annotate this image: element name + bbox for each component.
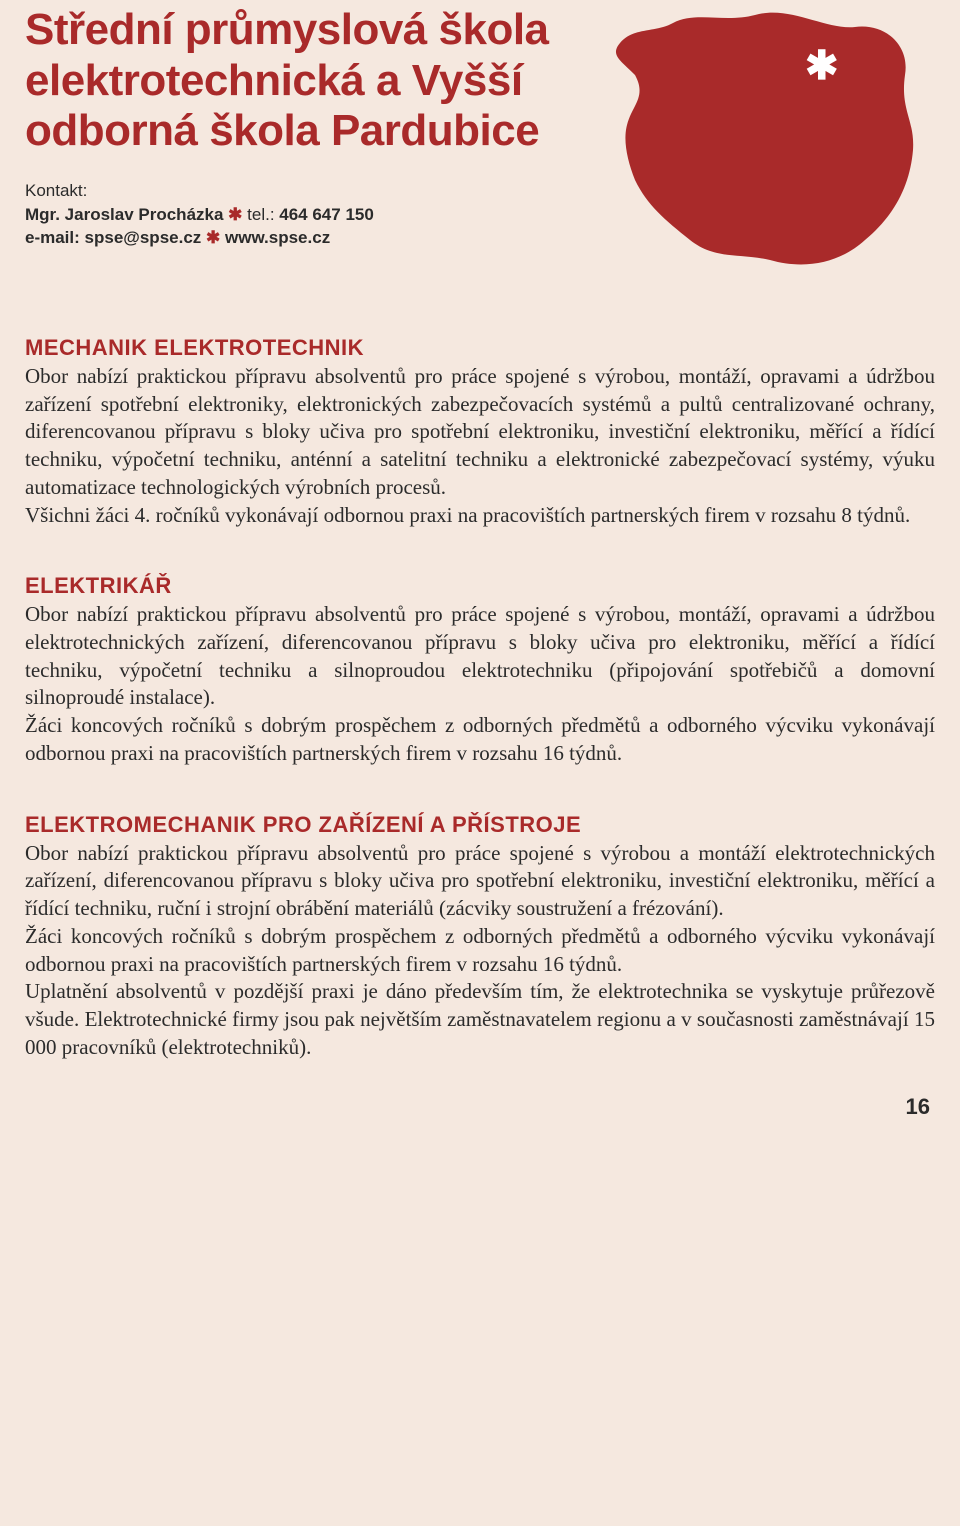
contact-email: spse@spse.cz — [85, 228, 202, 247]
section-elektrikar: ELEKTRIKÁŘ Obor nabízí praktickou přípra… — [25, 573, 935, 767]
contact-block: Kontakt: Mgr. Jaroslav Procházka ✱ tel.:… — [25, 179, 605, 250]
contact-name: Mgr. Jaroslav Procházka — [25, 205, 223, 224]
contact-tel: 464 647 150 — [279, 205, 374, 224]
page-title: Střední průmyslová škola elektrotechnick… — [25, 5, 605, 157]
contact-line-2: e-mail: spse@spse.cz ✱ www.spse.cz — [25, 226, 605, 250]
section-body: Obor nabízí praktickou přípravu absolven… — [25, 840, 935, 1062]
section-mechanik: MECHANIK ELEKTROTECHNIK Obor nabízí prak… — [25, 335, 935, 529]
region-map-graphic: ✱ — [605, 5, 935, 285]
page-number: 16 — [906, 1094, 930, 1120]
map-marker-star-icon: ✱ — [805, 43, 839, 89]
section-body: Obor nabízí praktickou přípravu absolven… — [25, 601, 935, 767]
contact-email-prefix: e-mail: — [25, 228, 85, 247]
region-silhouette — [616, 13, 913, 265]
section-heading: ELEKTRIKÁŘ — [25, 573, 935, 599]
contact-label: Kontakt: — [25, 179, 605, 203]
section-heading: MECHANIK ELEKTROTECHNIK — [25, 335, 935, 361]
section-body: Obor nabízí praktickou přípravu absolven… — [25, 363, 935, 529]
contact-web: www.spse.cz — [225, 228, 330, 247]
contact-tel-prefix: tel.: — [247, 205, 279, 224]
contact-line-1: Mgr. Jaroslav Procházka ✱ tel.: 464 647 … — [25, 203, 605, 227]
star-separator-icon: ✱ — [228, 205, 247, 224]
star-separator-icon: ✱ — [206, 228, 225, 247]
section-heading: ELEKTROMECHANIK PRO ZAŘÍZENÍ A PŘÍSTROJE — [25, 812, 935, 838]
section-elektromechanik: ELEKTROMECHANIK PRO ZAŘÍZENÍ A PŘÍSTROJE… — [25, 812, 935, 1062]
